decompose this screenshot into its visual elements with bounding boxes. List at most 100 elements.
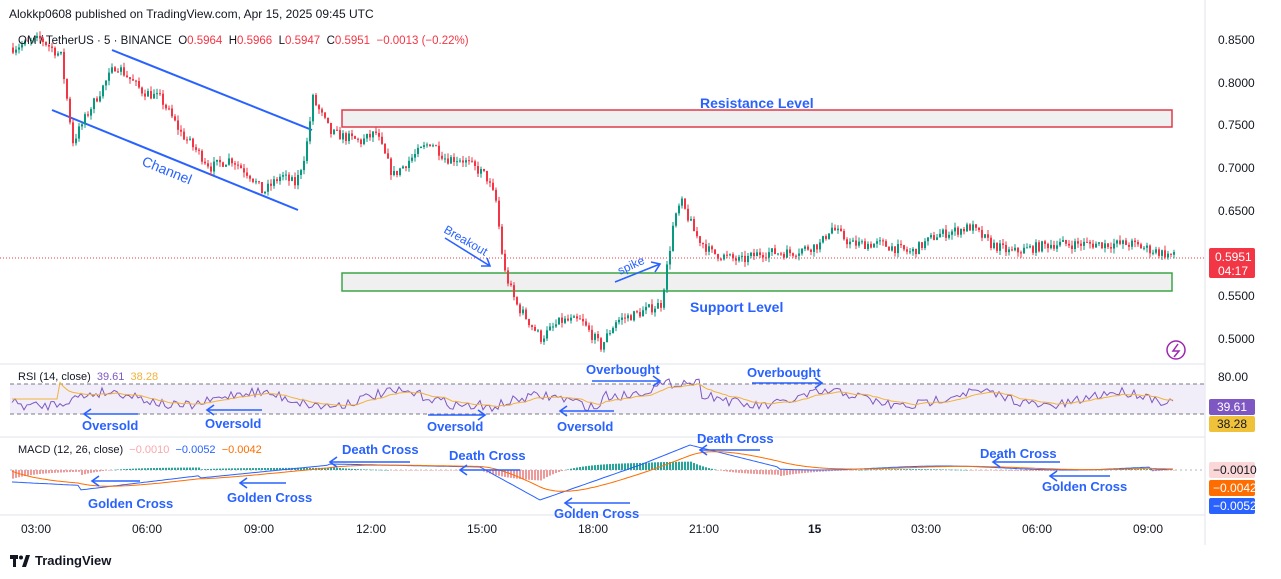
macd-histogram-bar bbox=[180, 467, 182, 470]
macd-histogram-bar bbox=[1170, 470, 1172, 471]
candle-body bbox=[216, 159, 218, 162]
candle-body bbox=[33, 37, 35, 41]
macd-histogram-bar bbox=[114, 469, 116, 471]
candle-body bbox=[252, 178, 254, 182]
resistance-zone[interactable] bbox=[341, 109, 1173, 128]
macd-histogram-bar bbox=[120, 469, 122, 470]
macd-histogram-bar bbox=[879, 469, 881, 470]
candle-body bbox=[933, 235, 935, 240]
candle-body bbox=[468, 160, 470, 162]
candle-body bbox=[882, 240, 884, 242]
macd-histogram-bar bbox=[201, 469, 203, 470]
macd-histogram-bar bbox=[915, 469, 917, 470]
candle-body bbox=[642, 310, 644, 317]
candle-body bbox=[615, 322, 617, 328]
macd-histogram-bar bbox=[666, 462, 668, 470]
macd-histogram-bar bbox=[168, 467, 170, 470]
candle-body bbox=[876, 241, 878, 244]
candle-body bbox=[432, 145, 434, 147]
symbol-name[interactable]: OM / TetherUS · 5 · BINANCE bbox=[18, 35, 172, 47]
rsi-annotation-arrows bbox=[82, 375, 824, 421]
macd-histogram-bar bbox=[429, 470, 431, 471]
macd-histogram-bar bbox=[603, 464, 605, 470]
rsi-legend[interactable]: RSI (14, close) 39.61 38.28 bbox=[18, 371, 158, 383]
candle-body bbox=[189, 138, 191, 140]
macd-histogram-bar bbox=[378, 469, 380, 471]
candle-body bbox=[186, 139, 188, 141]
candle-body bbox=[423, 145, 425, 147]
candle-body bbox=[1014, 247, 1016, 251]
macd-histogram-bar bbox=[867, 469, 869, 471]
candle-body bbox=[114, 67, 116, 72]
price-axis[interactable]: 0.8500 0.8000 0.7500 0.7000 0.6500 0.550… bbox=[1218, 33, 1255, 346]
channel-lower-line[interactable] bbox=[51, 109, 299, 211]
macd-histogram-bar bbox=[228, 468, 230, 470]
macd-histogram-bar bbox=[729, 470, 731, 472]
macd-histogram-bar bbox=[843, 470, 845, 471]
candle-body bbox=[786, 249, 788, 258]
candle-body bbox=[84, 114, 86, 125]
macd-histogram-bar bbox=[561, 470, 563, 472]
candle-body bbox=[357, 138, 359, 140]
macd-histogram-bar bbox=[141, 468, 143, 470]
candle-body bbox=[774, 248, 776, 254]
price-tick: 0.7000 bbox=[1218, 161, 1255, 175]
macd-histogram-bar bbox=[630, 463, 632, 470]
support-zone[interactable] bbox=[341, 272, 1173, 292]
low-value: 0.5947 bbox=[285, 35, 321, 47]
macd-histogram-bar bbox=[984, 470, 986, 471]
candle-body bbox=[588, 325, 590, 330]
macd-histogram-bar bbox=[198, 467, 200, 470]
macd-histogram-bar bbox=[414, 470, 416, 471]
candle-body bbox=[255, 181, 257, 183]
lightning-icon[interactable] bbox=[1166, 340, 1186, 360]
candle-body bbox=[102, 85, 104, 97]
tradingview-footer[interactable]: TradingView bbox=[10, 553, 111, 568]
rsi-ma-line bbox=[12, 381, 1174, 408]
macd-histogram-bar bbox=[1149, 469, 1151, 470]
candle-body bbox=[477, 165, 479, 174]
macd-histogram-bar bbox=[261, 468, 263, 470]
candle-body bbox=[651, 304, 653, 313]
time-axis[interactable]: 03:00 06:00 09:00 12:00 15:00 18:00 21:0… bbox=[21, 522, 1163, 536]
candle-body bbox=[573, 316, 575, 318]
macd-histogram-bar bbox=[1167, 470, 1169, 471]
candle-body bbox=[531, 325, 533, 327]
macd-histogram-bar bbox=[372, 469, 374, 471]
candle-body bbox=[954, 227, 956, 232]
macd-histogram-bar bbox=[756, 470, 758, 475]
macd-histogram-bar bbox=[723, 470, 725, 472]
symbol-legend[interactable]: OM / TetherUS · 5 · BINANCE O0.5964 H0.5… bbox=[18, 35, 469, 47]
candle-body bbox=[1008, 249, 1010, 253]
macd-histogram-bar bbox=[162, 467, 164, 470]
candle-body bbox=[372, 131, 374, 138]
macd-histogram-bar bbox=[651, 462, 653, 470]
candle-body bbox=[378, 132, 380, 137]
channel-upper-line[interactable] bbox=[111, 49, 313, 131]
candle-body bbox=[951, 231, 953, 235]
macd-histogram-bar bbox=[450, 470, 452, 471]
candle-body bbox=[897, 244, 899, 254]
candle-body bbox=[60, 51, 62, 54]
candle-body bbox=[1173, 252, 1175, 255]
macd-signal-value: −0.0042 bbox=[221, 444, 262, 456]
candle-body bbox=[390, 158, 392, 175]
candle-body bbox=[945, 229, 947, 238]
macd-legend[interactable]: MACD (12, 26, close) −0.0010 −0.0052 −0.… bbox=[18, 444, 262, 456]
macd-histogram-bar bbox=[1161, 470, 1163, 471]
candle-body bbox=[108, 72, 110, 81]
candle-body bbox=[1065, 240, 1067, 244]
macd-histogram-bar bbox=[945, 469, 947, 471]
candle-body bbox=[381, 136, 383, 144]
spike-arrow bbox=[614, 261, 662, 283]
macd-histogram-bar bbox=[126, 468, 128, 470]
candle-body bbox=[834, 227, 836, 231]
macd-histogram-bar bbox=[282, 467, 284, 470]
macd-histogram-bar bbox=[771, 470, 773, 475]
macd-histogram-bar bbox=[279, 467, 281, 470]
macd-histogram-bar bbox=[720, 470, 722, 471]
macd-histogram-bar bbox=[1029, 470, 1031, 471]
candle-body bbox=[57, 53, 59, 56]
macd-histogram-bar bbox=[1002, 470, 1004, 471]
